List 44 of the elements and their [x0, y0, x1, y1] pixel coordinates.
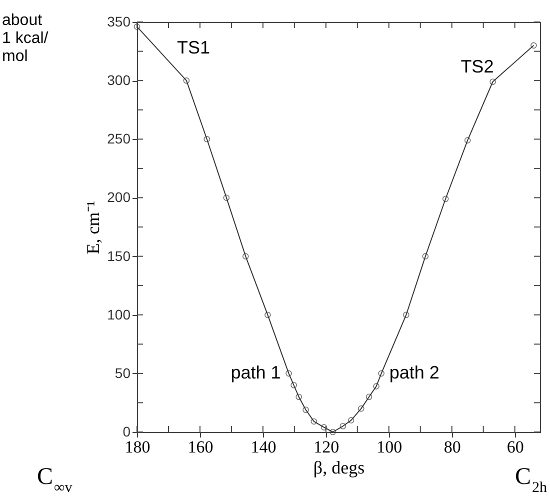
- x-tick-label: 80: [444, 438, 461, 456]
- annotation: TS2: [460, 56, 494, 76]
- y-axis-title: E, cm⁻¹: [83, 200, 104, 254]
- x-tick-label: 60: [506, 438, 524, 456]
- point: [310, 418, 318, 425]
- point: [302, 406, 309, 413]
- point: [290, 382, 297, 388]
- point: [286, 370, 292, 377]
- y-tick-label: 300: [107, 72, 131, 88]
- point: [358, 405, 364, 412]
- point: [373, 383, 380, 390]
- annotation: TS1: [177, 38, 210, 58]
- x-tick-label: 100: [376, 438, 402, 456]
- y-tick-label: 200: [107, 189, 131, 206]
- point: [403, 312, 410, 318]
- y-tick-label: 350: [107, 14, 131, 30]
- point: [223, 194, 230, 201]
- x-tick-label: 140: [250, 438, 276, 456]
- y-tick-label: 50: [114, 364, 131, 381]
- x-tick-label: 180: [124, 438, 150, 456]
- point: [242, 253, 249, 260]
- y-tick-label: 0: [122, 424, 131, 440]
- point: [442, 196, 449, 202]
- y-tick-label: 150: [107, 248, 131, 264]
- point: [348, 417, 354, 424]
- point: [366, 394, 372, 400]
- point: [422, 253, 429, 260]
- text: about 1 kcal/ mol: [2, 12, 49, 65]
- point: [464, 137, 471, 144]
- point: [330, 428, 336, 436]
- x-tick-label: 120: [314, 438, 340, 456]
- y-tick-label: 100: [107, 306, 131, 322]
- point: [490, 78, 496, 85]
- point: [204, 136, 210, 142]
- point: [378, 370, 384, 377]
- annotation: path 1: [230, 362, 281, 382]
- y-tick-label: 250: [107, 130, 131, 147]
- annotation: path 2: [389, 362, 440, 382]
- x-tick-label: 160: [188, 438, 214, 456]
- point: [340, 423, 346, 430]
- point: [183, 77, 190, 84]
- point: [264, 312, 271, 318]
- x-axis-title: β, degs: [313, 458, 365, 478]
- point: [296, 394, 302, 400]
